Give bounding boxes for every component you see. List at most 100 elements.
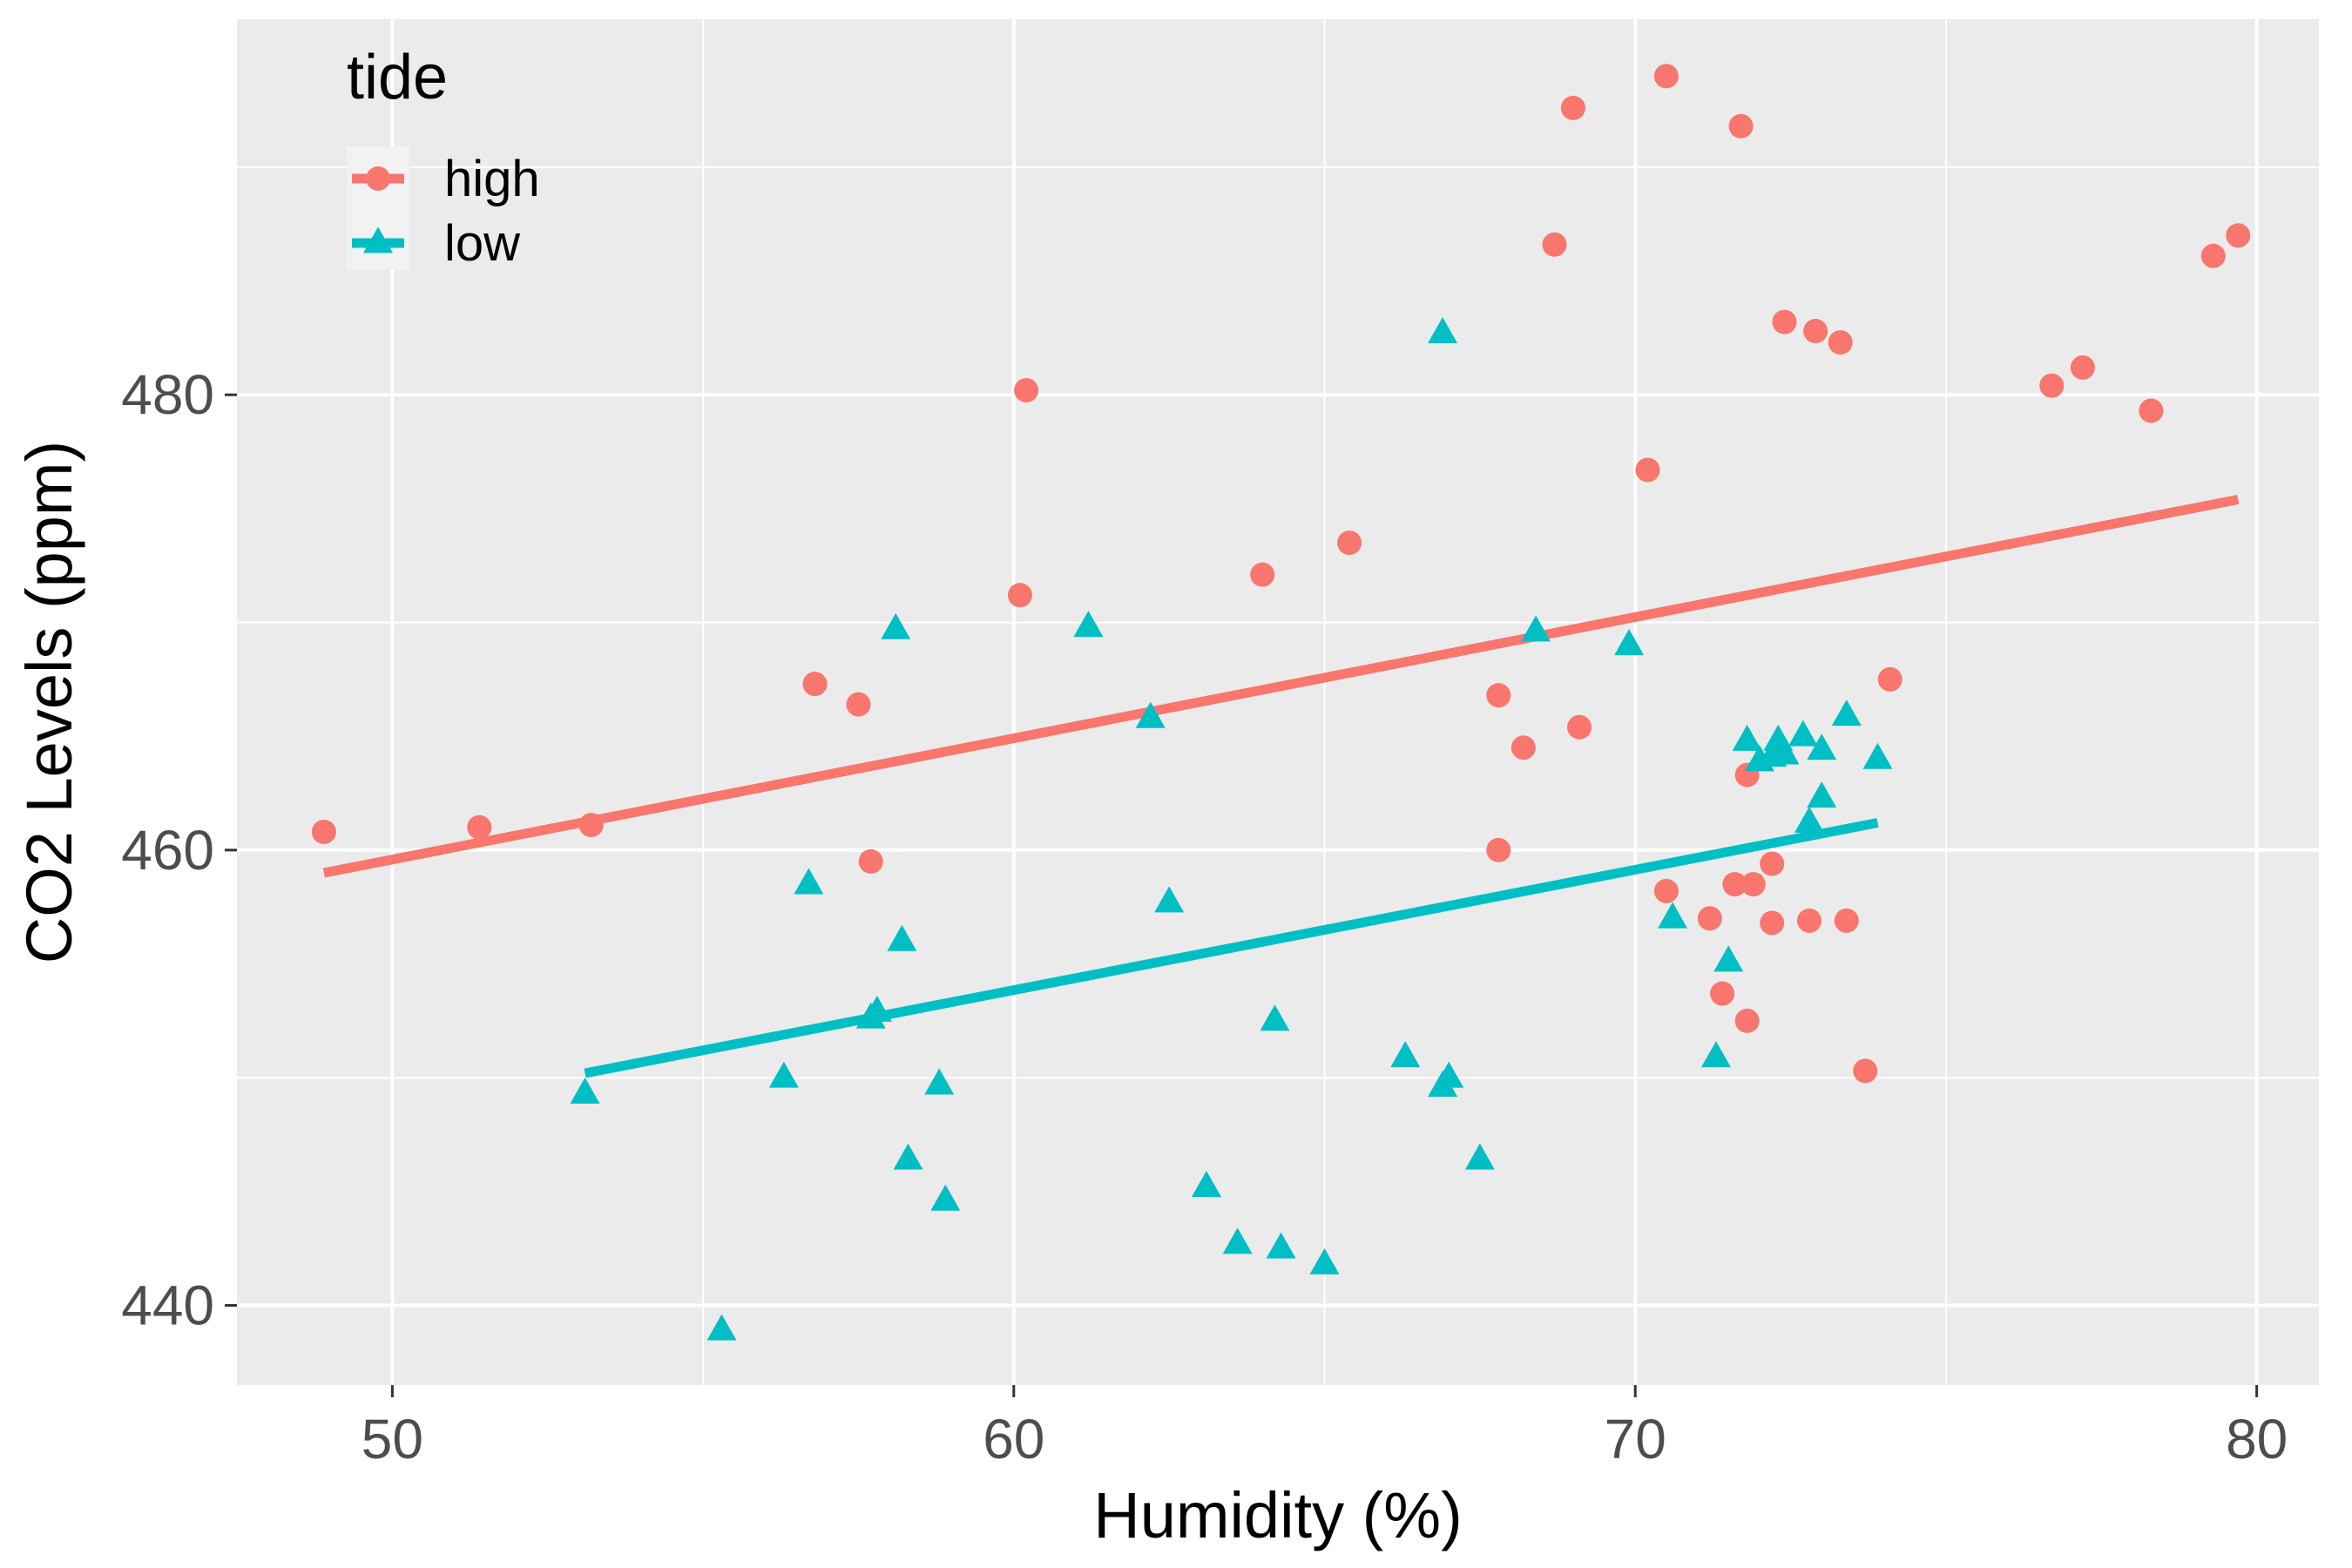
data-point-high	[2200, 243, 2226, 268]
data-point-low	[1807, 733, 1837, 760]
data-point-low	[1732, 724, 1762, 751]
legend-item-low: low	[352, 215, 521, 272]
legend-label: high	[444, 151, 540, 207]
legend-key-circle-icon	[366, 166, 390, 191]
data-point-high	[1653, 64, 1679, 89]
data-point-low	[1464, 1143, 1495, 1170]
data-point-low	[1700, 1041, 1731, 1068]
legend-key-triangle-icon	[363, 226, 393, 253]
data-point-high	[1828, 330, 1853, 355]
data-point-low	[570, 1077, 600, 1104]
data-point-low	[1434, 1061, 1464, 1088]
data-point-high	[1853, 1058, 1878, 1084]
data-point-high	[1796, 908, 1821, 933]
data-point-high	[1542, 232, 1567, 257]
data-point-low	[1788, 720, 1818, 747]
data-point-low	[1769, 738, 1800, 765]
data-point-high	[311, 819, 336, 844]
data-point-low	[1658, 902, 1688, 929]
data-point-high	[1722, 872, 1747, 897]
data-point-high	[846, 692, 871, 717]
data-point-high	[1007, 583, 1032, 608]
data-point-low	[768, 1061, 799, 1088]
data-point-low	[1222, 1227, 1253, 1254]
data-point-high	[1337, 531, 1362, 556]
trend-line-high	[322, 495, 2240, 878]
data-point-high	[802, 672, 828, 697]
data-point-high	[1486, 683, 1511, 708]
data-point-low	[1073, 611, 1104, 638]
data-point-low	[862, 995, 892, 1022]
data-point-low	[924, 1068, 955, 1095]
data-point-high	[1760, 910, 1785, 936]
data-point-high	[1560, 95, 1585, 120]
data-point-high	[1734, 1008, 1760, 1033]
data-point-low	[1713, 945, 1744, 972]
axes: 50 60 70 80 440 460 480	[121, 363, 2288, 1470]
data-point-low	[887, 924, 917, 951]
data-point-low	[1260, 1004, 1290, 1031]
data-point-high	[1567, 714, 1592, 740]
data-point-low	[794, 868, 824, 895]
data-point-low	[1428, 317, 1458, 344]
data-point-low	[930, 1184, 961, 1211]
x-tick-label: 80	[2226, 1408, 2288, 1470]
data-point-low	[1614, 629, 1645, 656]
data-point-high	[2226, 223, 2251, 248]
series-high	[311, 64, 2251, 1084]
trend-line-low	[584, 818, 1879, 1078]
data-point-high	[2139, 398, 2164, 423]
data-point-low	[706, 1314, 737, 1341]
data-point-high	[1803, 319, 1828, 344]
data-point-low	[1831, 700, 1862, 727]
data-point-high	[1635, 457, 1660, 483]
x-tick-label: 50	[362, 1408, 423, 1470]
data-point-high	[858, 848, 883, 874]
data-point-low	[1191, 1171, 1221, 1198]
data-point-high	[1710, 981, 1735, 1006]
data-point-low	[1309, 1247, 1340, 1274]
legend-entries: high low	[347, 146, 540, 272]
legend: tide high low	[347, 43, 540, 272]
data-point-high	[1250, 562, 1275, 587]
data-point-low	[1862, 742, 1893, 769]
legend-label: low	[444, 215, 521, 272]
data-point-low	[881, 612, 911, 639]
data-point-low	[1266, 1232, 1296, 1259]
data-point-high	[1728, 113, 1754, 139]
data-point-high	[1740, 872, 1766, 897]
data-point-high	[1014, 377, 1039, 402]
legend-title: tide	[347, 43, 448, 112]
y-axis-title: CO2 Levels (ppm)	[13, 441, 85, 963]
data-point-high	[1511, 735, 1536, 760]
series-low	[570, 317, 1893, 1341]
plot-panel	[237, 19, 2319, 1385]
data-point-high	[2070, 355, 2095, 380]
data-point-high	[1834, 908, 1859, 933]
data-point-high	[467, 814, 492, 840]
x-axis-title: Humidity (%)	[1093, 1479, 1462, 1551]
data-point-low	[1794, 806, 1824, 833]
data-point-high	[1653, 878, 1679, 903]
y-tick-label: 440	[121, 1274, 214, 1337]
data-points	[311, 64, 2251, 1341]
data-point-high	[1772, 309, 1797, 335]
data-point-high	[1760, 851, 1785, 876]
data-point-low	[1521, 615, 1551, 642]
minor-gridlines	[237, 19, 2319, 1385]
data-point-high	[1486, 837, 1511, 862]
legend-item-high: high	[352, 151, 540, 207]
y-tick-label: 480	[121, 363, 214, 426]
data-point-high	[1877, 666, 1903, 692]
y-tick-label: 460	[121, 819, 214, 882]
data-point-low	[893, 1143, 923, 1170]
data-point-high	[2039, 373, 2065, 398]
trend-lines	[322, 495, 2240, 1078]
data-point-high	[1697, 906, 1722, 931]
data-point-low	[1154, 886, 1185, 913]
data-point-low	[1390, 1041, 1421, 1068]
data-point-high	[578, 813, 604, 838]
data-point-low	[1807, 781, 1837, 808]
